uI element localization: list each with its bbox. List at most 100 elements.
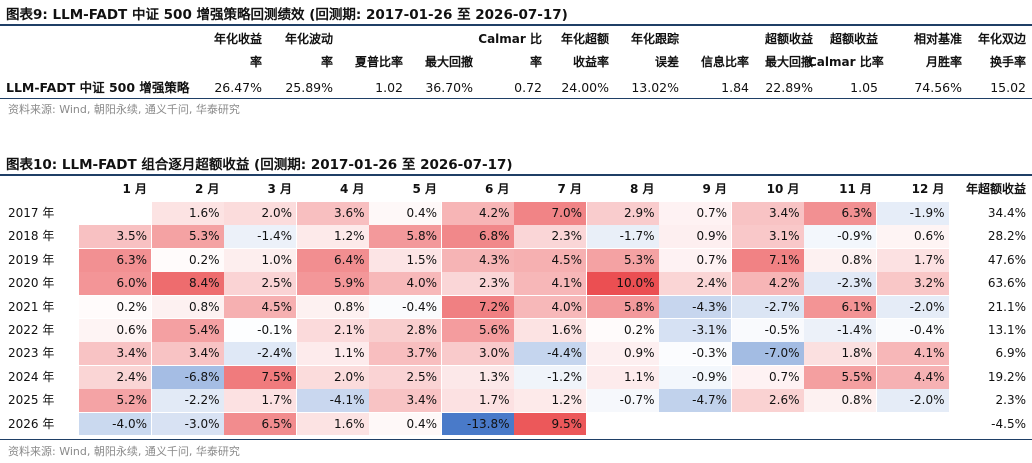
heatmap-cell: -4.1% [296, 389, 369, 412]
heatmap-cell: 0.2% [189, 252, 220, 267]
heatmap-cell: 5.8% [586, 295, 659, 319]
heatmap-cell: -2.7% [731, 295, 804, 319]
month-header-1: 1 月 [122, 182, 147, 196]
heatmap-cell: 6.8% [441, 225, 514, 249]
heatmap-cell: 1.2% [514, 389, 586, 412]
heatmap-cell: -7.0% [731, 342, 804, 366]
year-label: 2020 年 [8, 276, 55, 291]
perf-header-2-line1: 年化波动 [284, 32, 333, 46]
heatmap-cell: 0.7% [731, 365, 804, 389]
heatmap-cell: -1.7% [586, 225, 659, 249]
heatmap-cell: 4.0% [514, 295, 586, 319]
annual-excess-value: 2.3% [995, 393, 1027, 408]
heatmap-cell: 2.3% [514, 225, 586, 249]
month-header-5: 5 月 [412, 182, 437, 196]
heatmap-cell: 5.9% [296, 272, 369, 295]
perf-value-2: 25.89% [285, 80, 333, 95]
heatmap-cell: 0.8% [804, 389, 876, 412]
heatmap-cell: -4.0% [79, 412, 151, 436]
heatmap-cell: 5.8% [369, 225, 441, 249]
month-header-9: 9 月 [702, 182, 727, 196]
heatmap-cell: 3.6% [296, 202, 369, 225]
heatmap-cell: -4.4% [514, 342, 586, 366]
annual-excess-value: 34.4% [987, 206, 1026, 220]
heatmap-cell: 2.8% [369, 319, 441, 342]
perf-header-11-line2: 月胜率 [925, 55, 962, 69]
perf-header-4-line1 [399, 28, 473, 50]
perf-value-3: 1.02 [375, 80, 403, 95]
heatmap-cell: 0.2% [116, 299, 148, 314]
heatmap-cell: 3.1% [731, 225, 804, 249]
heatmap-cell: 3.2% [876, 272, 949, 295]
perf-header-10-line1: 超额收益 [829, 32, 878, 46]
heatmap-cell: -2.0% [876, 389, 949, 412]
perf-header-1-line2: 率 [249, 55, 262, 69]
heatmap-cell: -1.4% [804, 319, 876, 342]
table1-source: 资料来源: Wind, 朝阳永续, 通义千问, 华泰研究 [8, 103, 240, 116]
perf-value-8: 1.84 [721, 80, 749, 95]
year-label: 2024 年 [8, 369, 55, 384]
heatmap-cell: 2.4% [79, 365, 151, 389]
heatmap-cell: 5.5% [804, 365, 876, 389]
heatmap-cell: 4.4% [876, 365, 949, 389]
heatmap-cell: 7.5% [224, 365, 296, 389]
month-header-12: 12 月 [911, 182, 945, 196]
perf-value-11: 74.56% [914, 80, 962, 95]
heatmap-cell: 5.3% [151, 225, 224, 249]
heatmap-cell: 1.8% [804, 342, 876, 366]
heatmap-cell: 4.2% [731, 272, 804, 295]
heatmap-cell: 9.5% [514, 412, 586, 436]
heatmap-cell: 0.9% [586, 342, 659, 366]
perf-value-4: 36.70% [425, 80, 473, 95]
heatmap-cell: 1.0% [224, 248, 296, 272]
perf-value-5: 0.72 [514, 80, 542, 95]
month-header-2: 2 月 [194, 182, 220, 196]
perf-value-9: 22.89% [765, 80, 813, 95]
perf-header-3-line2: 夏普比率 [354, 55, 403, 69]
heatmap-cell: 6.3% [804, 202, 876, 225]
table2-bottom-rule [0, 439, 1032, 440]
year-label: 2022 年 [8, 323, 55, 337]
heatmap-cell [804, 413, 876, 436]
heatmap-cell: 0.8% [296, 295, 369, 319]
heatmap-cell: 1.7% [876, 248, 949, 272]
table2-source: 资料来源: Wind, 朝阳永续, 通义千问, 华泰研究 [8, 445, 240, 458]
annual-excess-value: 6.9% [995, 346, 1027, 361]
heatmap-cell: -0.4% [369, 296, 441, 319]
heatmap-cell: 10.0% [586, 272, 659, 295]
perf-header-2-line2: 率 [320, 55, 333, 69]
table1-title: 图表9: LLM-FADT 中证 500 增强策略回测绩效 (回测期: 2017… [6, 7, 568, 23]
heatmap-cell: 1.2% [296, 225, 369, 249]
heatmap-cell: 5.6% [441, 319, 514, 342]
heatmap-cell: 2.9% [586, 202, 659, 225]
heatmap-cell: 2.3% [441, 272, 514, 295]
heatmap-cell: -1.4% [224, 225, 296, 249]
month-header-3: 3 月 [267, 182, 292, 196]
heatmap-cell: 3.4% [369, 389, 441, 412]
perf-header-5-line2: 率 [529, 55, 542, 69]
heatmap-cell: 4.0% [369, 272, 441, 295]
heatmap-cell: -0.9% [659, 365, 731, 389]
heatmap-cell: -13.8% [441, 412, 514, 436]
heatmap-cell: 2.0% [296, 365, 369, 389]
heatmap-cell: 0.6% [79, 319, 151, 342]
year-label: 2018 年 [8, 229, 55, 244]
heatmap-cell: 2.6% [731, 389, 804, 412]
perf-header-4-line2: 最大回撤 [424, 55, 473, 69]
heatmap-cell: 2.5% [369, 365, 441, 389]
heatmap-cell: -4.3% [659, 295, 731, 319]
perf-header-6-line1: 年化超额 [560, 32, 609, 46]
table2-title-rule [0, 174, 1032, 176]
heatmap-cell: -1.2% [514, 365, 586, 389]
heatmap-cell: 3.4% [151, 342, 224, 366]
heatmap-cell: 2.1% [296, 319, 369, 342]
heatmap-cell: 2.5% [224, 272, 296, 295]
heatmap-cell: -0.7% [586, 389, 659, 412]
heatmap-cell: 4.2% [441, 202, 514, 225]
perf-header-12-line1: 年化双边 [977, 32, 1026, 46]
heatmap-cell: 1.5% [369, 248, 441, 272]
year-label: 2026 年 [8, 416, 55, 431]
heatmap-cell: -4.7% [659, 389, 731, 412]
heatmap-cell: 0.8% [804, 248, 876, 272]
heatmap-cell: 2.4% [659, 272, 731, 295]
